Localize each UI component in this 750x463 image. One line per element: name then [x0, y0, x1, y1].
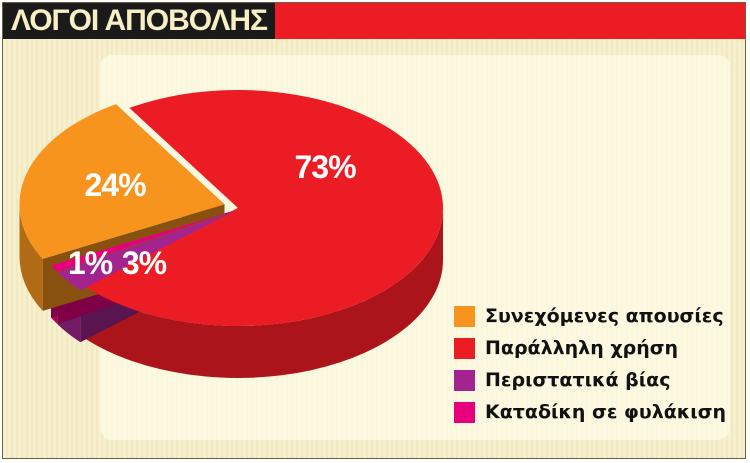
pie-side-wall [85, 208, 444, 379]
legend-swatch [454, 369, 475, 391]
legend: Συνεχόμενες απουσίες Παράλληλη χρήση Περισ… [454, 300, 726, 428]
legend-swatch [454, 305, 475, 327]
pie-slice [57, 211, 234, 291]
pie-slice [85, 89, 444, 326]
legend-label: Παράλληλη χρήση [485, 337, 679, 359]
title-accent-bar [275, 3, 745, 39]
pie-slice [51, 210, 233, 272]
legend-label: Καταδίκη σε φυλάκιση [485, 401, 727, 423]
chart-title: ΛΟΓΟΙ ΑΠΟΒΟΛΗΣ [3, 3, 275, 39]
pie-data-label: 24% [84, 167, 146, 203]
legend-swatch [454, 337, 475, 359]
pie-data-label: 73% [294, 149, 356, 185]
pie-slice [19, 104, 225, 259]
legend-item: Παράλληλη χρήση [454, 332, 726, 364]
legend-label: Περιστατικά βίας [485, 369, 671, 391]
legend-label: Συνεχόμενες απουσίες [485, 305, 724, 327]
pie-side-wall [19, 204, 43, 311]
legend-swatch [454, 401, 475, 423]
legend-item: Περιστατικά βίας [454, 364, 726, 396]
title-bar: ΛΟΓΟΙ ΑΠΟΒΟΛΗΣ [3, 3, 745, 39]
pie-data-label: 1% [68, 245, 113, 281]
legend-item: Καταδίκη σε φυλάκιση [454, 396, 726, 428]
pie-data-label: 3% [122, 245, 167, 281]
legend-item: Συνεχόμενες απουσίες [454, 300, 726, 332]
